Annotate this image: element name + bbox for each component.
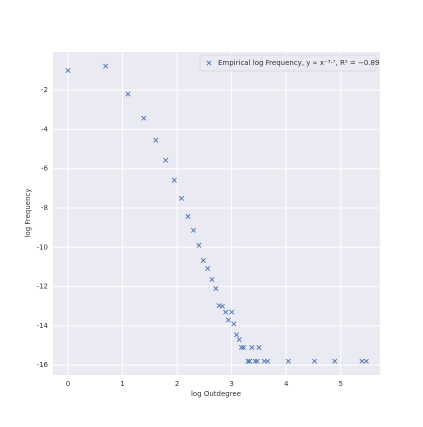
point-stroke [229, 309, 235, 315]
point-stroke [103, 63, 109, 69]
point [234, 332, 240, 338]
point [163, 157, 169, 163]
point [236, 337, 242, 343]
point-stroke [178, 195, 184, 201]
x-tick-label: 3 [229, 380, 233, 388]
point [141, 115, 147, 121]
y-tick-label: -14 [37, 322, 49, 330]
point-stroke [359, 358, 365, 364]
point [332, 358, 338, 364]
point [254, 358, 260, 364]
point [200, 257, 206, 263]
point-stroke [65, 67, 71, 73]
point [213, 286, 219, 292]
point [219, 303, 225, 309]
point-stroke [225, 317, 231, 323]
point [256, 344, 262, 351]
x-tick-label: 4 [284, 380, 289, 388]
point-stroke [141, 115, 147, 121]
point [312, 358, 318, 364]
legend-box [199, 54, 377, 72]
point-stroke [256, 344, 262, 351]
point [205, 265, 211, 272]
point [245, 358, 251, 364]
plot-area [53, 52, 380, 375]
y-tick-label: -2 [41, 86, 48, 94]
point [209, 276, 215, 283]
y-tick-label: -8 [41, 204, 48, 212]
point [223, 309, 229, 315]
point [225, 317, 231, 323]
point [359, 358, 365, 364]
point [171, 177, 177, 183]
point-stroke [245, 358, 251, 364]
point [252, 358, 258, 364]
point [238, 344, 244, 351]
point [285, 358, 291, 364]
point-stroke [196, 242, 202, 248]
point [247, 358, 253, 364]
point-stroke [213, 286, 219, 292]
point-stroke [205, 265, 211, 272]
legend-marker-stroke [206, 60, 212, 66]
point-stroke [238, 344, 244, 351]
point-stroke [241, 344, 247, 351]
x-tick-label: 2 [175, 380, 179, 388]
point-stroke [200, 257, 206, 263]
point-stroke [249, 344, 255, 351]
x-tick-label: 1 [120, 380, 124, 388]
point [190, 227, 196, 233]
y-tick-label: -12 [37, 283, 48, 291]
point-stroke [153, 137, 159, 143]
point [178, 195, 184, 201]
point [265, 358, 271, 364]
point-stroke [265, 358, 271, 364]
point-stroke [219, 303, 225, 309]
point-stroke [236, 337, 242, 343]
point [196, 242, 202, 248]
point-stroke [254, 358, 260, 364]
x-tick-label: 5 [338, 380, 342, 388]
point-stroke [190, 227, 196, 233]
point-stroke [163, 157, 169, 163]
point-stroke [252, 358, 258, 364]
x-tick-label: 0 [66, 380, 70, 388]
y-tick-label: -6 [41, 165, 49, 173]
y-tick-label: -10 [37, 243, 48, 251]
point-stroke [125, 91, 131, 97]
point [229, 309, 235, 315]
point-stroke [285, 358, 291, 364]
y-tick-label: -4 [41, 125, 49, 133]
point-stroke [332, 358, 338, 364]
x-axis-label: log Outdegree [191, 390, 241, 398]
point-stroke [234, 332, 240, 338]
point-stroke [209, 276, 215, 283]
point-stroke [247, 358, 253, 364]
point-stroke [312, 358, 318, 364]
point [241, 344, 247, 351]
point [363, 358, 369, 364]
legend-label: Empirical log Frequency, y ∝ x⁻³·⁷, R² =… [218, 59, 379, 67]
point [125, 91, 131, 97]
y-tick-label: -16 [37, 361, 49, 369]
point [65, 67, 71, 73]
y-axis-label: log Frequency [24, 188, 32, 237]
point [231, 321, 237, 327]
point [103, 63, 109, 69]
point [185, 213, 191, 219]
point-stroke [363, 358, 369, 364]
point-stroke [223, 309, 229, 315]
legend-marker [206, 60, 212, 66]
point-stroke [171, 177, 177, 183]
point-stroke [185, 213, 191, 219]
point [249, 344, 255, 351]
point-stroke [231, 321, 237, 327]
point [153, 137, 159, 143]
